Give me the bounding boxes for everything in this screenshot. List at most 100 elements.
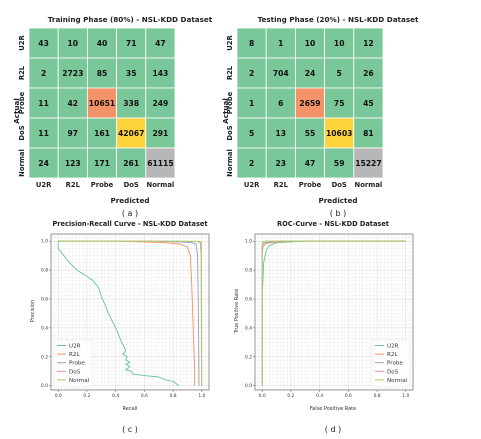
- cm-ytick: Normal: [18, 149, 26, 177]
- x-tick-label: 0.8: [170, 393, 177, 399]
- cm-value: 704: [273, 69, 289, 78]
- cm-value: 59: [334, 159, 345, 168]
- cm-value: 55: [305, 129, 316, 138]
- cm-train-title: Training Phase (80%) - NSL-KDD Dataset: [48, 15, 213, 24]
- cm-value: 6: [278, 99, 283, 108]
- cm-value: 10: [305, 39, 316, 48]
- cm-value: 45: [363, 99, 374, 108]
- cm-value: 261: [123, 159, 139, 168]
- cm-ytick: Normal: [226, 149, 234, 177]
- cm-value: 47: [155, 39, 166, 48]
- cm-xtick: Normal: [147, 181, 175, 189]
- cm-value: 47: [305, 159, 316, 168]
- cm-test-xlabel: Predicted: [318, 196, 357, 205]
- cm-value: 24: [38, 159, 49, 168]
- cm-value: 15227: [355, 159, 381, 168]
- cm-value: 1: [249, 99, 254, 108]
- caption-d: ( d ): [325, 425, 341, 434]
- cm-value: 13: [276, 129, 287, 138]
- cm-ytick: R2L: [226, 65, 234, 80]
- cm-value: 2723: [62, 69, 83, 78]
- legend-label: R2L: [387, 352, 398, 358]
- cm-value: 10: [334, 39, 345, 48]
- pr-title: Precision-Recall Curve - NSL-KDD Dataset: [52, 220, 207, 228]
- cm-value: 81: [363, 129, 374, 138]
- cm-ytick: DoS: [226, 125, 234, 140]
- cm-value: 291: [152, 129, 168, 138]
- x-tick-label: 0.2: [83, 393, 90, 399]
- cm-value: 11: [38, 129, 49, 138]
- cm-value: 338: [123, 99, 139, 108]
- y-tick-label: 0.6: [41, 297, 48, 303]
- y-tick-label: 0.4: [245, 325, 252, 331]
- x-tick-label: 0.4: [112, 393, 119, 399]
- cm-xtick: Probe: [299, 181, 322, 189]
- cm-value: 10603: [326, 129, 352, 138]
- cm-value: 1: [278, 39, 283, 48]
- legend-label: Probe: [387, 361, 403, 367]
- cm-test-title: Testing Phase (20%) - NSL-KDD Dataset: [258, 15, 419, 24]
- y-tick-label: 0.2: [245, 354, 252, 360]
- caption-c: ( c ): [122, 425, 138, 434]
- y-tick-label: 1.0: [245, 239, 252, 245]
- caption-a: ( a ): [122, 209, 138, 218]
- cm-ytick: R2L: [18, 65, 26, 80]
- cm-xtick: U2R: [36, 181, 52, 189]
- pr-plot: 0.0 0.2 0.4 0.6 0.8 1.00.00.20.40.60.81.0U2RR…: [41, 234, 209, 399]
- legend-label: DoS: [69, 369, 81, 375]
- cm-xtick: DoS: [332, 181, 347, 189]
- roc-plot: 0.0 0.2 0.4 0.6 0.8 1.0 0.0 0.2 0.4 0.6 0.8 1.0 U2R R…: [245, 234, 413, 399]
- cm-value: 61115: [147, 159, 173, 168]
- cm-value: 11: [38, 99, 49, 108]
- cm-ytick: DoS: [18, 125, 26, 140]
- cm-value: 71: [126, 39, 137, 48]
- y-tick-label: 0.0: [41, 383, 48, 389]
- cm-value: 26: [363, 69, 374, 78]
- cm-value: 12: [363, 39, 374, 48]
- y-tick-label: 1.0: [41, 239, 48, 245]
- cm-value: 42: [68, 99, 79, 108]
- cm-value: 5: [337, 69, 342, 78]
- cm-value: 8: [249, 39, 254, 48]
- cm-xtick: DoS: [124, 181, 139, 189]
- cm-value: 123: [65, 159, 81, 168]
- cm-value: 10651: [89, 99, 115, 108]
- x-tick-label: 0.0: [259, 393, 266, 399]
- cm-xtick: Probe: [91, 181, 114, 189]
- cm-value: 143: [152, 69, 168, 78]
- x-tick-label: 0.2: [287, 393, 294, 399]
- y-tick-label: 0.4: [41, 325, 48, 331]
- cm-train: 43 10 40 71 47 2 2723 85 35 143 11 42 10651 338 249 11 9…: [18, 28, 175, 189]
- y-tick-label: 0.0: [245, 383, 252, 389]
- cm-value: 23: [276, 159, 287, 168]
- cm-value: 43: [38, 39, 49, 48]
- x-tick-label: 0.4: [316, 393, 323, 399]
- cm-train-xlabel: Predicted: [110, 196, 149, 205]
- cm-value: 10: [68, 39, 79, 48]
- cm-xtick: U2R: [244, 181, 260, 189]
- cm-xtick: R2L: [66, 181, 81, 189]
- x-tick-label: 1.0: [402, 393, 409, 399]
- cm-value: 2: [249, 159, 254, 168]
- y-tick-label: 0.2: [41, 354, 48, 360]
- legend-label: Normal: [69, 378, 90, 384]
- legend-label: Probe: [69, 361, 85, 367]
- cm-value: 24: [305, 69, 316, 78]
- pr-ylabel: Precision: [30, 300, 36, 322]
- cm-value: 75: [334, 99, 345, 108]
- cm-value: 42067: [118, 129, 144, 138]
- x-tick-label: 0.8: [374, 393, 381, 399]
- x-tick-label: 0.0: [55, 393, 62, 399]
- cm-value: 2: [249, 69, 254, 78]
- y-tick-label: 0.8: [41, 268, 48, 274]
- roc-title: ROC-Curve - NSL-KDD Dataset: [277, 220, 389, 228]
- cm-ytick: U2R: [226, 34, 234, 50]
- cm-test-ylabel: Actual: [221, 98, 230, 124]
- legend-label: U2R: [387, 344, 399, 350]
- x-tick-label: 0.6: [345, 393, 352, 399]
- cm-value: 97: [68, 129, 79, 138]
- cm-value: 249: [152, 99, 168, 108]
- cm-xtick: R2L: [274, 181, 289, 189]
- cm-value: 40: [97, 39, 108, 48]
- roc-ylabel: True Positive Rate: [234, 289, 240, 335]
